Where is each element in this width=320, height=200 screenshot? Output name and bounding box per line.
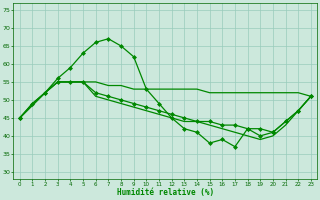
X-axis label: Humidité relative (%): Humidité relative (%) bbox=[117, 188, 214, 197]
